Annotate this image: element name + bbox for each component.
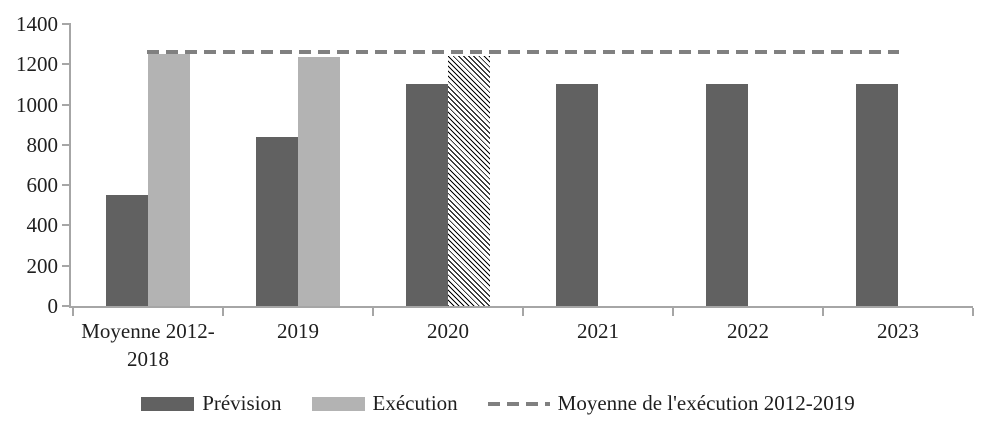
- x-axis-line: [69, 306, 973, 308]
- y-axis-label: 1200: [16, 52, 58, 77]
- reference-line-moyenne-execution: [147, 50, 899, 55]
- bar-execution-moyenne-2012-2018: [148, 54, 190, 306]
- x-axis-tick: [372, 308, 374, 316]
- y-axis-tick: [62, 143, 70, 146]
- legend-item: Moyenne de l'exécution 2012-2019: [487, 391, 855, 416]
- bar-prevision-2023: [856, 84, 898, 306]
- y-axis-line: [69, 23, 71, 308]
- legend-swatch-dashed-line: [487, 401, 550, 406]
- x-axis-tick: [822, 308, 824, 316]
- y-axis-label: 200: [26, 253, 59, 278]
- x-axis-tick: [72, 308, 74, 316]
- legend: Prévision Exécution Moyenne de l'exécution…: [0, 391, 996, 416]
- x-axis-label-2020: 2020: [427, 319, 469, 343]
- x-axis-tick: [522, 308, 524, 316]
- y-axis-label: 800: [26, 132, 59, 157]
- x-axis-label-2023: 2023: [877, 319, 919, 343]
- x-axis-label-2019: 2019: [277, 319, 319, 343]
- x-axis-tick: [972, 308, 974, 316]
- y-axis-tick: [62, 224, 70, 227]
- bar-prevision-2020: [406, 84, 448, 306]
- legend-swatch-rect: [141, 396, 195, 411]
- legend-label: Exécution: [372, 391, 458, 415]
- y-axis-tick: [62, 305, 70, 307]
- bar-prevision-2019: [256, 136, 298, 306]
- y-axis-label: 400: [26, 213, 59, 238]
- y-axis-tick: [62, 264, 70, 267]
- y-axis-label: 600: [26, 173, 59, 198]
- y-axis-tick: [62, 63, 70, 66]
- y-axis-label: 1000: [16, 92, 58, 117]
- y-axis-tick: [62, 103, 70, 106]
- x-axis-tick: [672, 308, 674, 316]
- legend-item: Prévision: [141, 391, 282, 416]
- x-axis-tick: [222, 308, 224, 316]
- y-axis-label: 0: [47, 294, 59, 318]
- x-axis-label-2021: 2021: [577, 319, 619, 343]
- legend-swatch-rect: [311, 396, 365, 411]
- legend-item: Exécution: [311, 391, 458, 416]
- legend-label: Prévision: [202, 391, 282, 415]
- x-axis-label-2022: 2022: [727, 319, 769, 343]
- bar-execution-2020: [448, 56, 490, 306]
- bar-prevision-2021: [556, 84, 598, 306]
- legend-label: Moyenne de l'exécution 2012-2019: [557, 391, 855, 415]
- y-axis-tick: [62, 184, 70, 187]
- bar-prevision-moyenne-2012-2018: [106, 195, 148, 306]
- x-axis-label-moyenne-2012-2018: Moyenne 2012-2018: [81, 319, 215, 371]
- y-axis-label: 1400: [16, 12, 58, 36]
- y-axis-tick: [62, 23, 70, 25]
- bar-prevision-2022: [706, 84, 748, 306]
- bar-execution-2019: [298, 57, 340, 306]
